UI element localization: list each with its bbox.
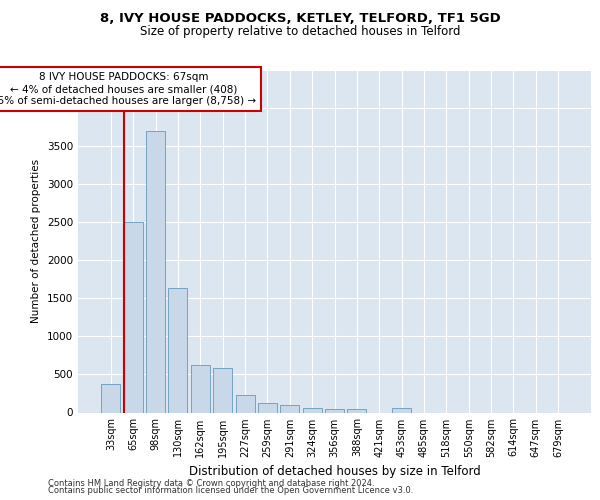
Bar [101,384,121,412]
Bar [302,408,322,412]
Bar [325,408,344,412]
Bar [124,222,143,412]
Bar [392,408,411,412]
Bar [146,131,165,412]
Text: Contains HM Land Registry data © Crown copyright and database right 2024.: Contains HM Land Registry data © Crown c… [48,478,374,488]
X-axis label: Distribution of detached houses by size in Telford: Distribution of detached houses by size … [188,465,481,478]
Bar [347,408,367,412]
Bar [169,288,187,412]
Bar [258,404,277,412]
Text: 8, IVY HOUSE PADDOCKS, KETLEY, TELFORD, TF1 5GD: 8, IVY HOUSE PADDOCKS, KETLEY, TELFORD, … [100,12,500,26]
Y-axis label: Number of detached properties: Number of detached properties [31,159,41,324]
Bar [236,395,254,412]
Bar [280,405,299,412]
Bar [213,368,232,412]
Text: Size of property relative to detached houses in Telford: Size of property relative to detached ho… [140,25,460,38]
Bar [191,366,210,412]
Text: 8 IVY HOUSE PADDOCKS: 67sqm
← 4% of detached houses are smaller (408)
95% of sem: 8 IVY HOUSE PADDOCKS: 67sqm ← 4% of deta… [0,72,256,106]
Text: Contains public sector information licensed under the Open Government Licence v3: Contains public sector information licen… [48,486,413,495]
